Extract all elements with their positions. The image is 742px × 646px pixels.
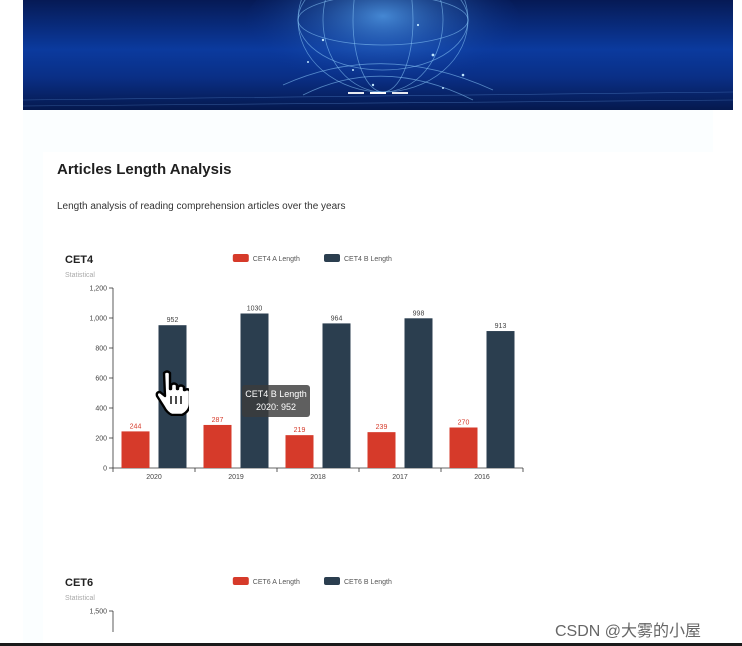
y-tick-label: 1,000 — [89, 316, 107, 323]
y-tick-label: 1,200 — [89, 286, 107, 293]
bar-value-label: 998 — [413, 310, 425, 317]
y-tick-label: 400 — [95, 406, 107, 413]
bar[interactable] — [322, 323, 351, 468]
y-tick-label: 200 — [95, 436, 107, 443]
legend-label: CET4 A Length — [253, 256, 300, 263]
legend-item[interactable]: CET4 A Length — [232, 254, 300, 263]
y-tick-label: 600 — [95, 376, 107, 383]
legend-item[interactable]: CET6 B Length — [324, 577, 392, 586]
bottom-divider — [0, 643, 742, 646]
x-tick-label: 2018 — [310, 474, 326, 481]
bar-value-label: 287 — [212, 417, 224, 424]
bar[interactable] — [404, 318, 433, 468]
bar[interactable] — [367, 432, 396, 468]
y-tick-label: 1,500 — [89, 609, 107, 616]
bar[interactable] — [486, 331, 515, 468]
hand-pointer-cursor-icon — [155, 370, 189, 416]
legend-label: CET6 B Length — [344, 579, 392, 586]
chart-subtitle: Statistical — [65, 272, 95, 279]
chart-subtitle: Statistical — [65, 595, 95, 602]
section-description: Length analysis of reading comprehension… — [57, 201, 346, 212]
x-tick-label: 2016 — [474, 474, 490, 481]
bar-value-label: 219 — [294, 427, 306, 434]
tooltip-value: 2020: 952 — [255, 402, 297, 412]
chart-title: CET6 — [65, 577, 93, 589]
x-tick-label: 2020 — [146, 474, 162, 481]
section-title: Articles Length Analysis — [57, 161, 232, 178]
bar-value-label: 1030 — [247, 306, 263, 313]
bar-value-label: 239 — [376, 424, 388, 431]
chart-title: CET4 — [65, 254, 94, 266]
chart-tooltip: CET4 B Length 2020: 952 — [242, 385, 310, 417]
globe-network-graphic — [23, 0, 733, 107]
legend-item[interactable]: CET4 B Length — [324, 254, 392, 263]
hero-banner — [23, 0, 733, 110]
legend-item[interactable]: CET6 A Length — [232, 577, 300, 586]
bar-value-label: 244 — [130, 423, 142, 430]
bar-value-label: 952 — [167, 317, 179, 324]
legend-swatch — [324, 577, 340, 585]
watermark: CSDN @大雾的小屋 — [555, 623, 702, 640]
x-tick-label: 2017 — [392, 474, 408, 481]
legend-label: CET6 A Length — [253, 579, 300, 586]
legend-label: CET4 B Length — [344, 256, 392, 263]
y-tick-label: 800 — [95, 346, 107, 353]
legend-swatch — [232, 577, 249, 585]
bar[interactable] — [121, 431, 150, 468]
bar-value-label: 270 — [458, 420, 470, 427]
bar-value-label: 913 — [495, 323, 507, 330]
bar[interactable] — [285, 435, 314, 468]
legend-swatch — [324, 254, 340, 262]
tooltip-title: CET4 B Length — [245, 389, 307, 399]
x-tick-label: 2019 — [228, 474, 244, 481]
bar-value-label: 964 — [331, 315, 343, 322]
analysis-card — [43, 152, 713, 646]
legend-swatch — [232, 254, 249, 262]
bar[interactable] — [203, 424, 232, 468]
y-tick-label: 0 — [103, 466, 107, 473]
bar[interactable] — [449, 427, 478, 469]
